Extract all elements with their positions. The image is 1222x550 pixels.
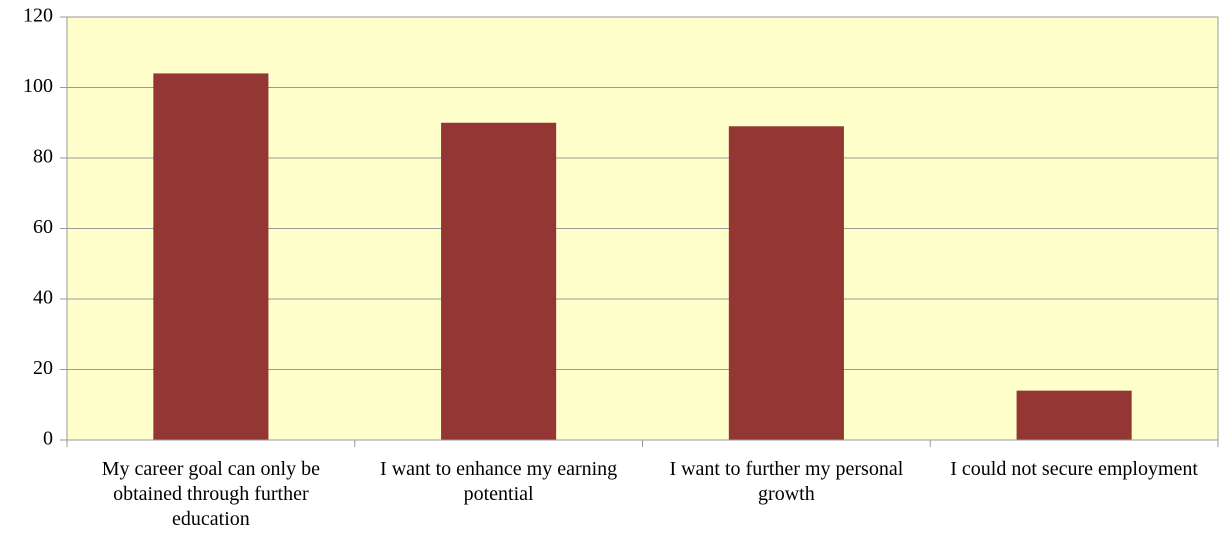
y-tick-label: 120 bbox=[23, 5, 53, 27]
bar bbox=[153, 73, 269, 441]
y-tick-label: 20 bbox=[33, 357, 53, 379]
y-tick-label: 60 bbox=[33, 216, 53, 238]
y-tick-label: 80 bbox=[33, 146, 53, 168]
x-tick-label: My career goal can only be obtained thro… bbox=[101, 458, 320, 530]
x-tick-label: I want to further my personal growth bbox=[669, 458, 904, 505]
y-tick-label: 40 bbox=[33, 287, 53, 309]
y-tick-label: 100 bbox=[23, 75, 53, 97]
x-tick-label: I want to enhance my earning potential bbox=[380, 458, 618, 505]
bar bbox=[441, 122, 557, 440]
bar bbox=[1016, 390, 1132, 440]
x-tick-label: I could not secure employment bbox=[950, 458, 1198, 480]
y-tick-label: 0 bbox=[43, 428, 53, 450]
bar bbox=[728, 126, 844, 441]
